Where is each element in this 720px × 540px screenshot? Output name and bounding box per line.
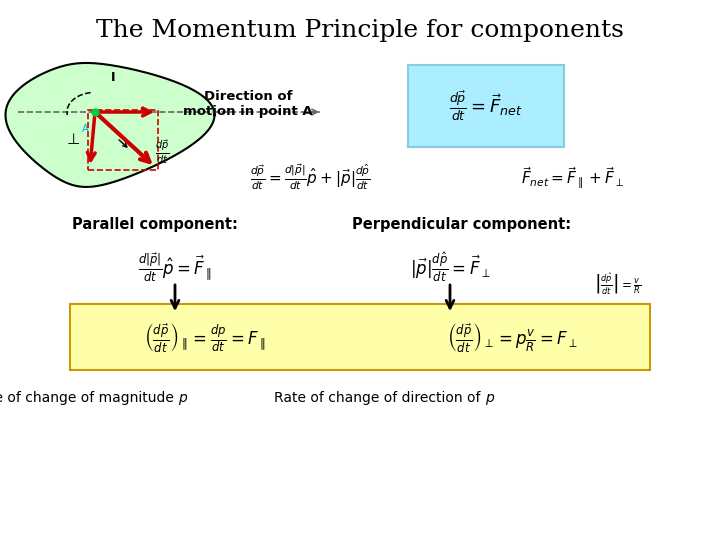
Text: p: p xyxy=(178,391,186,405)
Text: Rate of change of magnitude: Rate of change of magnitude xyxy=(0,391,178,405)
Text: $\vec{F}_{net} = \vec{F}_{\parallel} + \vec{F}_{\perp}$: $\vec{F}_{net} = \vec{F}_{\parallel} + \… xyxy=(521,165,624,191)
FancyBboxPatch shape xyxy=(408,65,564,147)
Polygon shape xyxy=(6,63,215,187)
Text: A: A xyxy=(81,124,89,134)
Text: $\left|\frac{d\hat{p}}{dt}\right| = \frac{v}{R}$: $\left|\frac{d\hat{p}}{dt}\right| = \fra… xyxy=(595,272,642,296)
Text: $\frac{d\vec{p}}{dt}$: $\frac{d\vec{p}}{dt}$ xyxy=(155,138,169,166)
Text: $\left(\frac{d\vec{p}}{dt}\right)_{\perp} = p\frac{v}{R} = F_{\perp}$: $\left(\frac{d\vec{p}}{dt}\right)_{\perp… xyxy=(446,321,577,354)
Text: $\frac{d\vec{p}}{dt} = \frac{d|\vec{p}|}{dt}\hat{p} + |\vec{p}|\frac{d\hat{p}}{d: $\frac{d\vec{p}}{dt} = \frac{d|\vec{p}|}… xyxy=(250,163,370,193)
Text: $\frac{d\vec{p}}{dt} = \vec{F}_{net}$: $\frac{d\vec{p}}{dt} = \vec{F}_{net}$ xyxy=(449,89,523,123)
Text: Parallel component:: Parallel component: xyxy=(72,218,238,233)
Text: ⊥: ⊥ xyxy=(66,132,80,147)
Text: $|\vec{p}|\frac{d\hat{p}}{dt} = \vec{F}_{\perp}$: $|\vec{p}|\frac{d\hat{p}}{dt} = \vec{F}_… xyxy=(410,251,490,285)
Text: $\frac{d|\vec{p}|}{dt}\hat{p} = \vec{F}_{\parallel}$: $\frac{d|\vec{p}|}{dt}\hat{p} = \vec{F}_… xyxy=(138,252,212,285)
Text: $\left(\frac{d\vec{p}}{dt}\right)_{\parallel} = \frac{dp}{dt} = F_{\parallel}$: $\left(\frac{d\vec{p}}{dt}\right)_{\para… xyxy=(144,321,266,354)
Text: I: I xyxy=(111,71,115,84)
FancyBboxPatch shape xyxy=(70,304,650,370)
Bar xyxy=(88,110,158,170)
Text: The Momentum Principle for components: The Momentum Principle for components xyxy=(96,19,624,42)
Text: Rate of change of direction of: Rate of change of direction of xyxy=(274,391,485,405)
Text: Perpendicular component:: Perpendicular component: xyxy=(352,218,572,233)
Text: Direction of
motion in point A: Direction of motion in point A xyxy=(183,90,312,118)
Text: p: p xyxy=(485,391,494,405)
